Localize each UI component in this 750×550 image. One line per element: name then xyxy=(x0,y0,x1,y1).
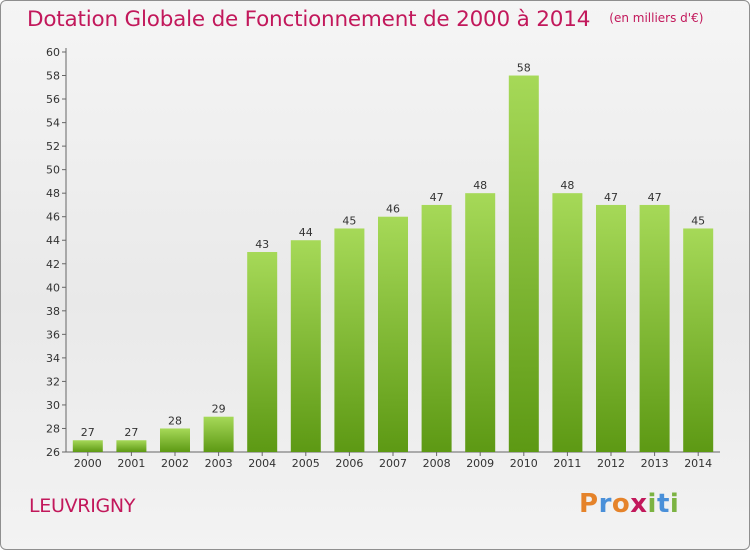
y-tick-label: 58 xyxy=(46,70,60,83)
x-tick-label: 2013 xyxy=(641,457,669,470)
data-label: 48 xyxy=(473,179,487,192)
y-tick-label: 36 xyxy=(46,328,60,341)
x-tick-label: 2011 xyxy=(553,457,581,470)
bar xyxy=(334,228,365,452)
y-tick-label: 60 xyxy=(46,46,60,59)
bar xyxy=(683,228,714,452)
data-label: 47 xyxy=(648,191,662,204)
x-tick-label: 2003 xyxy=(205,457,233,470)
data-label: 47 xyxy=(604,191,618,204)
data-label: 58 xyxy=(517,62,531,75)
bar xyxy=(247,252,278,452)
data-label: 48 xyxy=(560,179,574,192)
data-label: 47 xyxy=(430,191,444,204)
y-tick-label: 38 xyxy=(46,305,60,318)
y-tick-label: 42 xyxy=(46,258,60,271)
bar xyxy=(116,440,147,452)
y-tick-label: 48 xyxy=(46,187,60,200)
chart-title: Dotation Globale de Fonctionnement de 20… xyxy=(27,7,703,32)
bar xyxy=(465,193,496,453)
data-label: 46 xyxy=(386,203,400,216)
x-tick-label: 2008 xyxy=(423,457,451,470)
x-tick-label: 2009 xyxy=(466,457,494,470)
y-tick-label: 34 xyxy=(46,352,60,365)
data-label: 29 xyxy=(212,403,226,416)
y-tick-label: 26 xyxy=(46,446,60,459)
y-tick-label: 40 xyxy=(46,281,60,294)
data-label: 27 xyxy=(81,426,95,439)
data-label: 43 xyxy=(255,238,269,251)
data-label: 44 xyxy=(299,226,313,239)
bar xyxy=(72,440,103,452)
y-tick-label: 50 xyxy=(46,164,60,177)
x-tick-label: 2014 xyxy=(684,457,712,470)
bar xyxy=(552,193,583,453)
y-tick-label: 52 xyxy=(46,140,60,153)
y-tick-label: 54 xyxy=(46,117,60,130)
bar xyxy=(290,240,321,452)
value-labels-group: 27 27 28 29 43 44 45 46 47 48 58 48 47 47 45 xyxy=(81,62,705,440)
logo-letter: P xyxy=(579,489,599,519)
y-tick-label: 46 xyxy=(46,211,60,224)
bar xyxy=(203,416,234,452)
y-tick-label: 32 xyxy=(46,375,60,388)
logo-letter: r xyxy=(598,489,612,519)
title-main: Dotation Globale de Fonctionnement de 20… xyxy=(27,7,591,32)
bar xyxy=(160,428,190,452)
proxiti-logo: Proxiti xyxy=(579,489,679,519)
x-tick-label: 2004 xyxy=(248,457,276,470)
y-tick-label: 30 xyxy=(46,399,60,412)
data-label: 27 xyxy=(124,426,138,439)
x-tick-label: 2007 xyxy=(379,457,407,470)
title-unit: (en milliers d'€) xyxy=(609,11,704,25)
y-tick-label: 28 xyxy=(46,422,60,435)
logo-letter: o xyxy=(611,489,631,519)
commune-name: LEUVRIGNY xyxy=(29,495,136,517)
x-tick-label: 2012 xyxy=(597,457,625,470)
logo-letter: i xyxy=(647,489,657,519)
x-tick-label: 2001 xyxy=(117,457,145,470)
x-tick-label: 2005 xyxy=(292,457,320,470)
axes: 26 28 30 32 34 36 38 40 42 44 46 48 50 52 54 56 58 60 2000… xyxy=(46,46,720,470)
bars-group xyxy=(72,75,714,453)
bar xyxy=(596,204,626,452)
bar xyxy=(639,204,670,452)
bar xyxy=(378,216,408,452)
logo-letter: t xyxy=(656,489,670,519)
data-label: 45 xyxy=(691,214,705,227)
data-label: 45 xyxy=(342,214,356,227)
bar xyxy=(421,204,452,452)
logo-letter: x xyxy=(630,489,648,519)
y-tick-label: 56 xyxy=(46,93,60,106)
y-tick-label: 44 xyxy=(46,234,60,247)
logo-letter: i xyxy=(669,489,680,519)
bar xyxy=(508,75,539,452)
x-tick-label: 2006 xyxy=(335,457,363,470)
x-tick-label: 2002 xyxy=(161,457,189,470)
x-tick-label: 2010 xyxy=(510,457,538,470)
data-label: 28 xyxy=(168,414,182,427)
x-tick-label: 2000 xyxy=(74,457,102,470)
